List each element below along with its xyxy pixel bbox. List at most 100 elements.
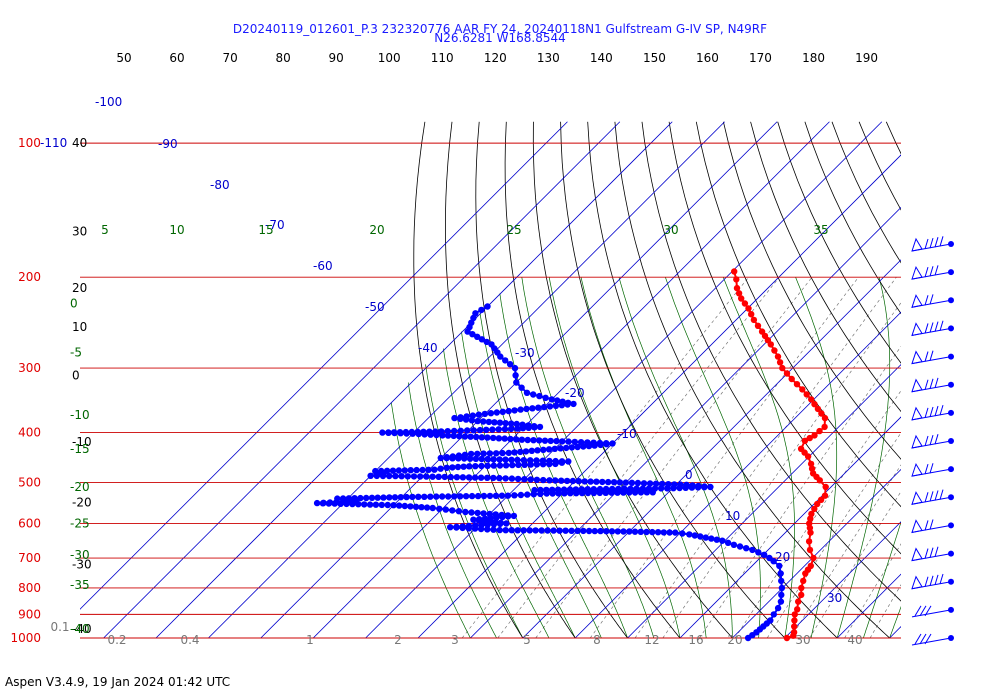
dewpoint-point xyxy=(490,456,497,463)
temperature-point xyxy=(798,584,805,592)
dry-adiabat-scale-label: 30 xyxy=(72,224,87,238)
wind-barb-tick xyxy=(929,519,934,530)
pressure-label: 500 xyxy=(18,476,41,490)
wind-barb-flag xyxy=(911,406,923,421)
temperature-point xyxy=(758,328,766,335)
dewpoint-point xyxy=(478,306,485,314)
dewpoint-point xyxy=(540,403,548,411)
temperature-point xyxy=(821,414,829,422)
dewpoint-point xyxy=(719,537,726,544)
dewpoint-point xyxy=(453,523,460,530)
temperature-point xyxy=(811,432,818,439)
dewpoint-point xyxy=(481,515,489,522)
dewpoint-point xyxy=(417,473,424,480)
dewpoint-point xyxy=(503,520,510,527)
dewpoint-point xyxy=(777,598,785,605)
dewpoint-point xyxy=(651,485,659,492)
dewpoint-point xyxy=(384,501,391,509)
moist-adiabat-line xyxy=(407,382,497,639)
dewpoint-point xyxy=(435,473,442,480)
dewpoint-point xyxy=(602,485,610,493)
top-scale-label: 60 xyxy=(169,51,184,65)
dewpoint-point xyxy=(599,478,606,486)
dewpoint-point xyxy=(544,527,551,534)
isotherm-label: -20 xyxy=(565,386,585,400)
dewpoint-point xyxy=(504,512,512,519)
wind-barb xyxy=(911,434,954,449)
dewpoint-point xyxy=(496,462,504,469)
pressure-label: 300 xyxy=(18,361,41,375)
dewpoint-point xyxy=(536,437,543,444)
dewpoint-point xyxy=(490,526,497,533)
dewpoint-point xyxy=(425,466,432,473)
isotherm-line xyxy=(732,468,901,639)
dewpoint-point xyxy=(426,428,433,435)
dewpoint-point xyxy=(326,499,334,506)
dewpoint-point xyxy=(441,473,448,481)
temperature-point xyxy=(814,405,822,413)
footer-version: Aspen V3.4.9, 19 Jan 2024 01:42 UTC xyxy=(5,675,230,689)
dewpoint-point xyxy=(443,454,450,461)
temperature-point xyxy=(800,577,807,585)
dewpoint-point xyxy=(665,481,672,488)
temperature-point xyxy=(816,427,823,435)
dewpoint-point xyxy=(511,364,519,372)
wind-barb xyxy=(911,320,954,337)
wind-barb-tick xyxy=(934,377,939,389)
dewpoint-point xyxy=(778,577,785,585)
dewpoint-point xyxy=(517,406,524,413)
dewpoint-point xyxy=(556,527,563,534)
dewpoint-point xyxy=(528,447,535,454)
dewpoint-point xyxy=(515,461,522,469)
dewpoint-point xyxy=(470,516,477,523)
dewpoint-point xyxy=(559,398,566,405)
wind-barb-flag xyxy=(911,462,923,477)
dewpoint-point xyxy=(385,429,392,436)
dewpoint-point xyxy=(569,477,577,485)
dewpoint-point xyxy=(462,493,470,500)
wind-barb-tick xyxy=(934,434,939,445)
isobars xyxy=(80,142,901,639)
temperature-point xyxy=(811,401,818,408)
dewpoint-point xyxy=(550,527,557,534)
wind-barb-tick xyxy=(919,633,927,645)
mixing-ratio-label: 12 xyxy=(644,633,659,647)
dewpoint-point xyxy=(562,527,569,534)
wind-barb-tick xyxy=(914,605,922,617)
dewpoint-point xyxy=(590,439,597,446)
isotherm-label: 30 xyxy=(827,591,842,605)
mixing-ratio-line xyxy=(766,432,901,639)
wind-barb-flag xyxy=(911,350,923,365)
temperature-point xyxy=(791,617,798,624)
isotherm-line xyxy=(574,311,901,639)
wind-barb-station xyxy=(948,522,954,529)
dewpoint-point xyxy=(778,591,785,599)
wind-barb-tick xyxy=(939,489,944,500)
wind-barb xyxy=(911,377,954,393)
dewpoint-point xyxy=(378,501,385,509)
temperature-point xyxy=(821,423,828,431)
top-scale-label: 120 xyxy=(484,51,507,65)
moist-adiabat-line xyxy=(390,402,471,639)
dry-adiabat-line xyxy=(777,121,901,364)
dewpoint-point xyxy=(429,504,436,512)
top-scale: 50 60 70 80 90 100 110 120 130 140 150 160 170 180 190 xyxy=(116,51,878,65)
dewpoint-point xyxy=(697,533,704,540)
wind-barb-tick xyxy=(934,265,939,276)
dewpoint-point xyxy=(472,455,480,462)
dry-adiabat-line xyxy=(723,121,901,460)
mixing-ratio-line xyxy=(844,543,901,639)
dewpoint-point xyxy=(386,494,393,501)
dewpoint-point xyxy=(546,457,553,465)
wind-barb-station xyxy=(948,466,954,473)
dewpoint-point xyxy=(408,428,415,436)
dewpoint-point xyxy=(521,476,528,483)
dewpoint-point xyxy=(539,457,547,464)
temperature-point xyxy=(822,483,829,491)
dewpoint-point xyxy=(530,437,537,444)
dewpoint-point xyxy=(505,449,512,457)
pressure-label: 800 xyxy=(18,581,41,595)
top-scale-label: 50 xyxy=(116,51,131,65)
dewpoint-point xyxy=(477,474,485,481)
